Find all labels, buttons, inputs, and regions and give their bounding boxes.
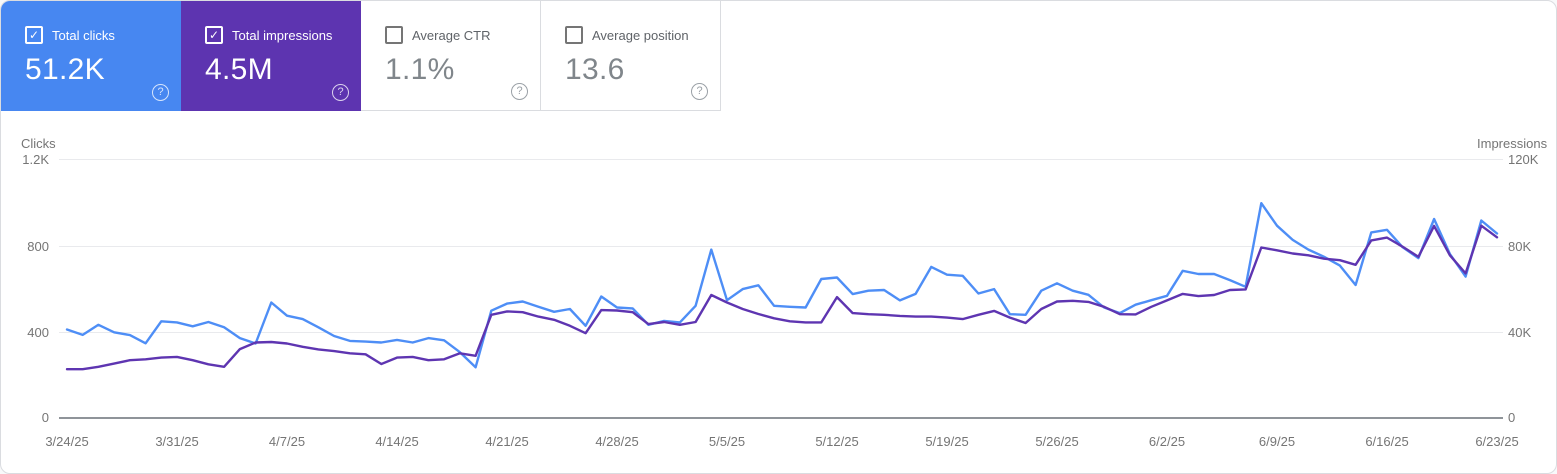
- x-tick: 6/23/25: [1475, 434, 1519, 449]
- x-tick: 6/9/25: [1258, 434, 1296, 449]
- card-header: ✓ Total clicks: [25, 26, 167, 44]
- card-total-clicks[interactable]: ✓ Total clicks 51.2K ?: [1, 1, 181, 111]
- card-label: Average CTR: [412, 27, 491, 43]
- card-label: Average position: [592, 27, 689, 43]
- card-header: ✓ Total impressions: [205, 26, 347, 44]
- total-impressions-value: 4.5M: [205, 53, 273, 86]
- help-icon[interactable]: ?: [691, 83, 708, 100]
- card-average-position[interactable]: Average position 13.6 ?: [541, 1, 721, 111]
- card-total-impressions[interactable]: ✓ Total impressions 4.5M ?: [181, 1, 361, 111]
- x-tick: 6/2/25: [1148, 434, 1186, 449]
- average-position-checkbox[interactable]: [565, 26, 583, 44]
- help-icon[interactable]: ?: [332, 84, 349, 101]
- chart-plot-svg[interactable]: [65, 159, 1499, 418]
- x-tick: 5/5/25: [708, 434, 746, 449]
- card-label: Total impressions: [232, 27, 333, 43]
- average-ctr-checkbox[interactable]: [385, 26, 403, 44]
- y-tick-left: 400: [27, 325, 49, 340]
- performance-chart: Clicks Impressions 1.2K 800 400 0 120K 80K 40K…: [1, 111, 1556, 473]
- x-tick: 4/21/25: [485, 434, 529, 449]
- average-ctr-value: 1.1%: [385, 53, 455, 86]
- x-tick: 4/7/25: [268, 434, 306, 449]
- x-tick: 5/12/25: [815, 434, 859, 449]
- help-icon[interactable]: ?: [511, 83, 528, 100]
- x-tick: 5/26/25: [1035, 434, 1079, 449]
- card-label: Total clicks: [52, 27, 115, 43]
- card-header: Average CTR: [385, 26, 526, 44]
- x-tick: 3/24/25: [45, 434, 89, 449]
- x-tick: 4/28/25: [595, 434, 639, 449]
- y-tick-right: 40K: [1508, 325, 1532, 340]
- gridline-mid-lower: [59, 332, 1503, 333]
- card-header: Average position: [565, 26, 706, 44]
- y-tick-left: 800: [27, 239, 49, 254]
- left-axis-title: Clicks: [21, 136, 56, 151]
- y-tick-left: 1.2K: [22, 152, 49, 167]
- metric-cards: ✓ Total clicks 51.2K ? ✓ Total impressio…: [1, 1, 721, 111]
- total-clicks-checkbox[interactable]: ✓: [25, 26, 43, 44]
- average-position-value: 13.6: [565, 53, 625, 86]
- series-line-clicks: [65, 202, 1499, 369]
- card-average-ctr[interactable]: Average CTR 1.1% ?: [361, 1, 541, 111]
- series-line-impressions: [65, 224, 1499, 371]
- right-axis-title: Impressions: [1477, 136, 1548, 151]
- help-icon[interactable]: ?: [152, 84, 169, 101]
- x-axis-line: [59, 417, 1503, 419]
- y-tick-left: 0: [41, 410, 49, 425]
- total-impressions-checkbox[interactable]: ✓: [205, 26, 223, 44]
- gridline-mid-upper: [59, 246, 1503, 247]
- y-tick-right: 80K: [1508, 239, 1532, 254]
- gridline-top: [59, 159, 1503, 160]
- x-tick: 6/16/25: [1365, 434, 1409, 449]
- y-tick-right: 120K: [1508, 152, 1539, 167]
- x-tick: 4/14/25: [375, 434, 419, 449]
- x-tick: 5/19/25: [925, 434, 969, 449]
- x-tick: 3/31/25: [155, 434, 199, 449]
- total-clicks-value: 51.2K: [25, 53, 105, 86]
- y-tick-right: 0: [1508, 410, 1516, 425]
